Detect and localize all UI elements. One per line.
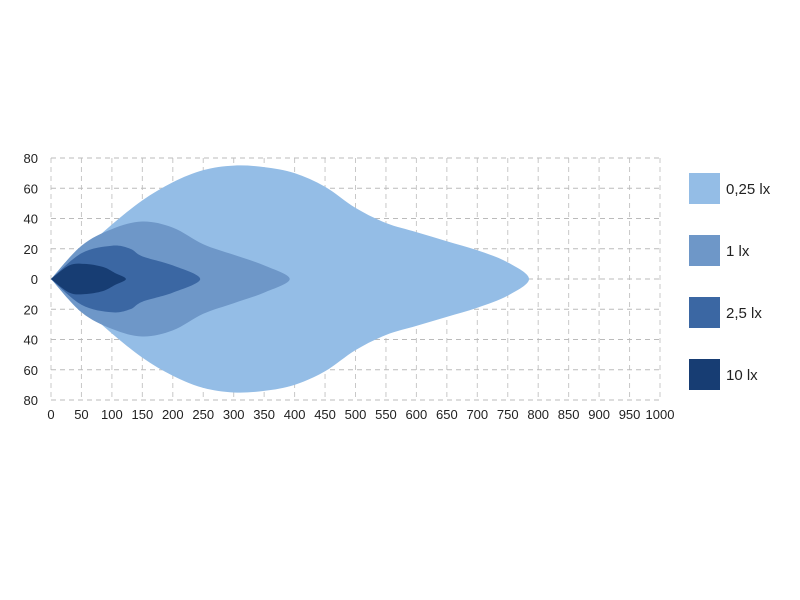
legend-label: 10 lx xyxy=(726,367,758,384)
y-tick-label: 80 xyxy=(24,151,38,166)
legend-label: 1 lx xyxy=(726,243,750,260)
x-tick-label: 700 xyxy=(466,407,488,422)
x-tick-label: 150 xyxy=(131,407,153,422)
contour-0-25-lx xyxy=(51,165,530,393)
x-tick-label: 600 xyxy=(406,407,428,422)
legend-label: 2,5 lx xyxy=(726,305,762,322)
x-axis-ticks: 0 50 100 150 200 250 300 350 400 450 500 550 600 650 7… xyxy=(47,407,674,422)
contour-areas xyxy=(51,165,530,393)
x-tick-label: 50 xyxy=(74,407,88,422)
x-tick-label: 800 xyxy=(527,407,549,422)
y-tick-label: 0 xyxy=(31,272,38,287)
x-tick-label: 250 xyxy=(192,407,214,422)
legend-swatch xyxy=(689,173,720,204)
legend-swatch xyxy=(689,297,720,328)
y-tick-label: 60 xyxy=(24,181,38,196)
x-tick-label: 900 xyxy=(588,407,610,422)
y-tick-label: 20 xyxy=(24,242,38,257)
x-tick-label: 200 xyxy=(162,407,184,422)
x-tick-label: 300 xyxy=(223,407,245,422)
y-tick-label: 60 xyxy=(24,363,38,378)
x-tick-label: 500 xyxy=(345,407,367,422)
y-tick-label: 40 xyxy=(24,212,38,227)
x-tick-label: 850 xyxy=(558,407,580,422)
y-tick-label: 40 xyxy=(24,333,38,348)
x-tick-label: 100 xyxy=(101,407,123,422)
legend-swatch xyxy=(689,359,720,390)
contour-10-lx xyxy=(51,263,126,295)
x-tick-label: 0 xyxy=(47,407,54,422)
x-tick-label: 1000 xyxy=(646,407,675,422)
x-tick-label: 350 xyxy=(253,407,275,422)
legend-label: 0,25 lx xyxy=(726,181,771,198)
y-tick-label: 20 xyxy=(24,302,38,317)
y-axis-ticks: 80 60 40 20 0 20 40 60 80 xyxy=(24,151,38,408)
x-tick-label: 400 xyxy=(284,407,306,422)
x-tick-label: 450 xyxy=(314,407,336,422)
y-tick-label: 80 xyxy=(24,393,38,408)
legend-swatch xyxy=(689,235,720,266)
x-tick-label: 950 xyxy=(619,407,641,422)
x-tick-label: 650 xyxy=(436,407,458,422)
legend: 0,25 lx 1 lx 2,5 lx 10 lx xyxy=(689,173,771,390)
x-tick-label: 750 xyxy=(497,407,519,422)
x-tick-label: 550 xyxy=(375,407,397,422)
